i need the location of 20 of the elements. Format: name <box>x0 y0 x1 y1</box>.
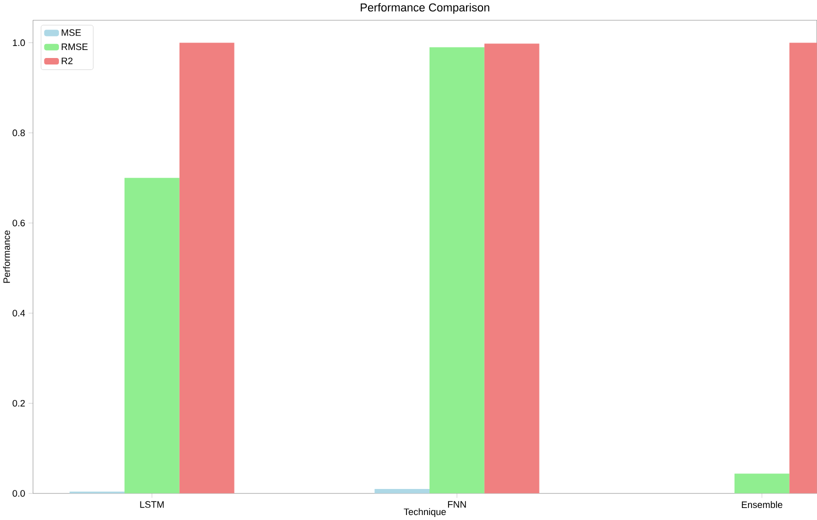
y-tick-label: 0.2 <box>12 400 25 407</box>
x-tick-label: Ensemble <box>742 501 782 508</box>
y-tick-label: 0.4 <box>12 310 25 316</box>
y-tick-label: 0.0 <box>12 490 25 497</box>
y-axis-title: Performance <box>3 230 10 283</box>
bar <box>430 47 484 494</box>
bar <box>124 178 180 494</box>
bar <box>734 474 790 494</box>
chart-title: Performance Comparison <box>360 3 490 14</box>
x-axis-title: Technique <box>404 508 446 517</box>
bar <box>484 44 540 494</box>
bar <box>179 42 234 494</box>
legend-label: RMSE <box>62 43 88 50</box>
legend-label: MSE <box>62 29 81 36</box>
x-tick-label: FNN <box>448 501 466 508</box>
y-tick-label: 1.0 <box>12 39 25 46</box>
y-tick-label: 0.6 <box>12 220 25 226</box>
x-tick-label: LSTM <box>140 501 164 508</box>
y-tick-label: 0.8 <box>12 130 25 136</box>
legend-label: R2 <box>62 58 72 64</box>
